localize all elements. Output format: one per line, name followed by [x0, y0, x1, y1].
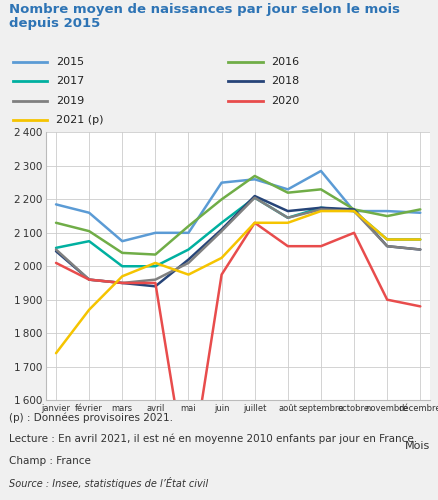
Text: 2020: 2020: [271, 96, 299, 106]
Text: 2018: 2018: [271, 76, 299, 86]
Text: 2017: 2017: [56, 76, 84, 86]
Text: Nombre moyen de naissances par jour selon le mois depuis 2015: Nombre moyen de naissances par jour selo…: [9, 2, 399, 30]
Text: 2019: 2019: [56, 96, 84, 106]
Text: 2015: 2015: [56, 57, 84, 67]
Text: Champ : France: Champ : France: [9, 456, 91, 466]
Text: Mois: Mois: [404, 442, 429, 452]
Text: (p) : Données provisoires 2021.: (p) : Données provisoires 2021.: [9, 412, 173, 423]
Text: 2016: 2016: [271, 57, 299, 67]
Text: Lecture : En avril 2021, il est né en moyenne 2010 enfants par jour en France.: Lecture : En avril 2021, il est né en mo…: [9, 434, 416, 444]
Text: 2021 (p): 2021 (p): [56, 114, 103, 124]
Text: Source : Insee, statistiques de l’État civil: Source : Insee, statistiques de l’État c…: [9, 477, 208, 489]
